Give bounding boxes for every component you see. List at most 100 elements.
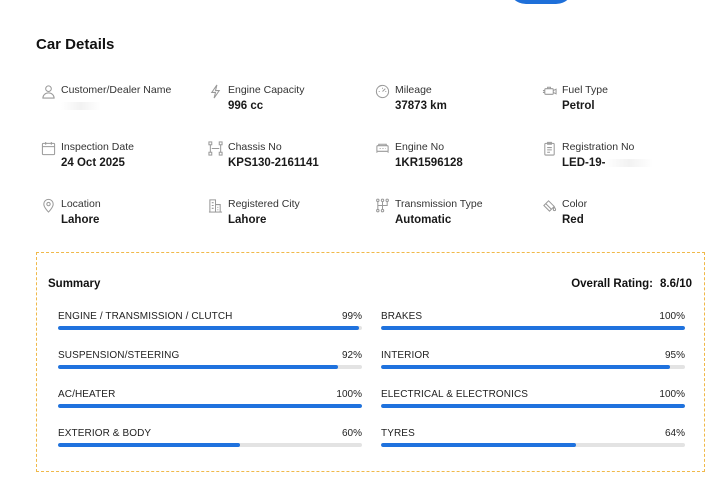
- category-scores: ENGINE / TRANSMISSION / CLUTCH 99% BRAKE…: [58, 311, 685, 467]
- detail-label: Transmission Type: [395, 198, 483, 210]
- detail-value: Automatic: [395, 214, 452, 226]
- detail-label: Customer/Dealer Name: [61, 84, 172, 96]
- transmission-icon: [374, 197, 390, 213]
- calendar-icon: [40, 140, 56, 156]
- clipboard-icon: [541, 140, 557, 156]
- detail-label: Registered City: [228, 198, 300, 210]
- detail-label: Engine No: [395, 141, 445, 153]
- score-name: BRAKES: [381, 311, 423, 322]
- detail-customer-name: Customer/Dealer Name: [40, 82, 207, 122]
- detail-registration-no: Registration No LED-19-: [541, 139, 700, 179]
- score-percent: 100%: [659, 311, 685, 322]
- page-title: Car Details: [36, 36, 115, 53]
- detail-value: 1KR1596128: [395, 157, 463, 169]
- detail-location: Location Lahore: [40, 196, 207, 236]
- fuel-type-icon: [541, 83, 557, 99]
- top-decoration: [508, 0, 574, 4]
- user-icon: [40, 83, 56, 99]
- detail-label: Registration No: [562, 141, 635, 153]
- progress-track: [381, 326, 685, 330]
- score-name: AC/HEATER: [58, 389, 116, 400]
- detail-label: Chassis No: [228, 141, 282, 153]
- details-row: Location Lahore Registered City Lahore T…: [40, 196, 700, 253]
- detail-color: Color Red: [541, 196, 700, 236]
- detail-label: Location: [61, 198, 101, 210]
- car-details-grid: Customer/Dealer Name Engine Capacity 996…: [40, 82, 700, 253]
- progress-track: [381, 443, 685, 447]
- detail-value: 996 cc: [228, 100, 264, 112]
- detail-chassis-no: Chassis No KPS130-2161141: [207, 139, 374, 179]
- score-brakes: BRAKES 100%: [381, 311, 685, 335]
- detail-value: Red: [562, 214, 584, 226]
- progress-track: [381, 365, 685, 369]
- progress-track: [58, 365, 362, 369]
- progress-track: [381, 404, 685, 408]
- detail-label: Inspection Date: [61, 141, 134, 153]
- progress-fill: [381, 365, 670, 369]
- detail-transmission-type: Transmission Type Automatic: [374, 196, 541, 236]
- chassis-icon: [207, 140, 223, 156]
- score-name: ELECTRICAL & ELECTRONICS: [381, 389, 529, 400]
- score-percent: 60%: [341, 428, 362, 439]
- mileage-icon: [374, 83, 390, 99]
- score-row: SUSPENSION/STEERING 92% INTERIOR 95%: [58, 350, 685, 389]
- score-interior: INTERIOR 95%: [381, 350, 685, 374]
- summary-panel: Summary Overall Rating: 8.6/10 ENGINE / T…: [36, 252, 705, 472]
- score-percent: 64%: [664, 428, 685, 439]
- progress-fill: [58, 404, 362, 408]
- redacted-value: [605, 158, 654, 167]
- score-percent: 100%: [659, 389, 685, 400]
- progress-track: [58, 326, 362, 330]
- score-tyres: TYRES 64%: [381, 428, 685, 452]
- score-exterior-body: EXTERIOR & BODY 60%: [58, 428, 362, 452]
- score-row: AC/HEATER 100% ELECTRICAL & ELECTRONICS …: [58, 389, 685, 428]
- detail-value: [61, 100, 101, 112]
- overall-rating-value: 8.6/10: [660, 278, 692, 290]
- detail-value: KPS130-2161141: [228, 157, 319, 169]
- progress-fill: [381, 443, 576, 447]
- details-row: Customer/Dealer Name Engine Capacity 996…: [40, 82, 700, 139]
- engine-capacity-icon: [207, 83, 223, 99]
- score-suspension-steering: SUSPENSION/STEERING 92%: [58, 350, 362, 374]
- registration-value: LED-19-: [562, 157, 606, 169]
- detail-value: 24 Oct 2025: [61, 157, 125, 169]
- score-name: ENGINE / TRANSMISSION / CLUTCH: [58, 311, 233, 322]
- progress-track: [58, 404, 362, 408]
- score-row: ENGINE / TRANSMISSION / CLUTCH 99% BRAKE…: [58, 311, 685, 350]
- score-name: EXTERIOR & BODY: [58, 428, 152, 439]
- overall-rating: Overall Rating: 8.6/10: [571, 278, 692, 290]
- paint-icon: [541, 197, 557, 213]
- progress-fill: [58, 326, 359, 330]
- score-row: EXTERIOR & BODY 60% TYRES 64%: [58, 428, 685, 467]
- score-electrical-electronics: ELECTRICAL & ELECTRONICS 100%: [381, 389, 685, 413]
- score-name: INTERIOR: [381, 350, 430, 361]
- summary-title: Summary: [48, 278, 101, 290]
- city-icon: [207, 197, 223, 213]
- score-percent: 95%: [664, 350, 685, 361]
- score-name: TYRES: [381, 428, 415, 439]
- detail-label: Mileage: [395, 84, 432, 96]
- detail-label: Color: [562, 198, 588, 210]
- detail-label: Fuel Type: [562, 84, 608, 96]
- detail-value: Lahore: [61, 214, 100, 226]
- detail-fuel-type: Fuel Type Petrol: [541, 82, 700, 122]
- detail-value: Lahore: [228, 214, 267, 226]
- score-percent: 99%: [341, 311, 362, 322]
- detail-value: Petrol: [562, 100, 595, 112]
- progress-fill: [58, 365, 338, 369]
- score-ac-heater: AC/HEATER 100%: [58, 389, 362, 413]
- score-percent: 100%: [336, 389, 362, 400]
- progress-fill: [381, 326, 685, 330]
- detail-engine-no: Engine No 1KR1596128: [374, 139, 541, 179]
- detail-value: 37873 km: [395, 100, 447, 112]
- detail-registered-city: Registered City Lahore: [207, 196, 374, 236]
- progress-track: [58, 443, 362, 447]
- overall-rating-label: Overall Rating:: [571, 278, 654, 290]
- details-row: Inspection Date 24 Oct 2025 Chassis No K…: [40, 139, 700, 196]
- detail-inspection-date: Inspection Date 24 Oct 2025: [40, 139, 207, 179]
- redacted-value: [61, 101, 101, 110]
- detail-mileage: Mileage 37873 km: [374, 82, 541, 122]
- detail-value: LED-19-: [562, 157, 654, 169]
- detail-label: Engine Capacity: [228, 84, 305, 96]
- location-pin-icon: [40, 197, 56, 213]
